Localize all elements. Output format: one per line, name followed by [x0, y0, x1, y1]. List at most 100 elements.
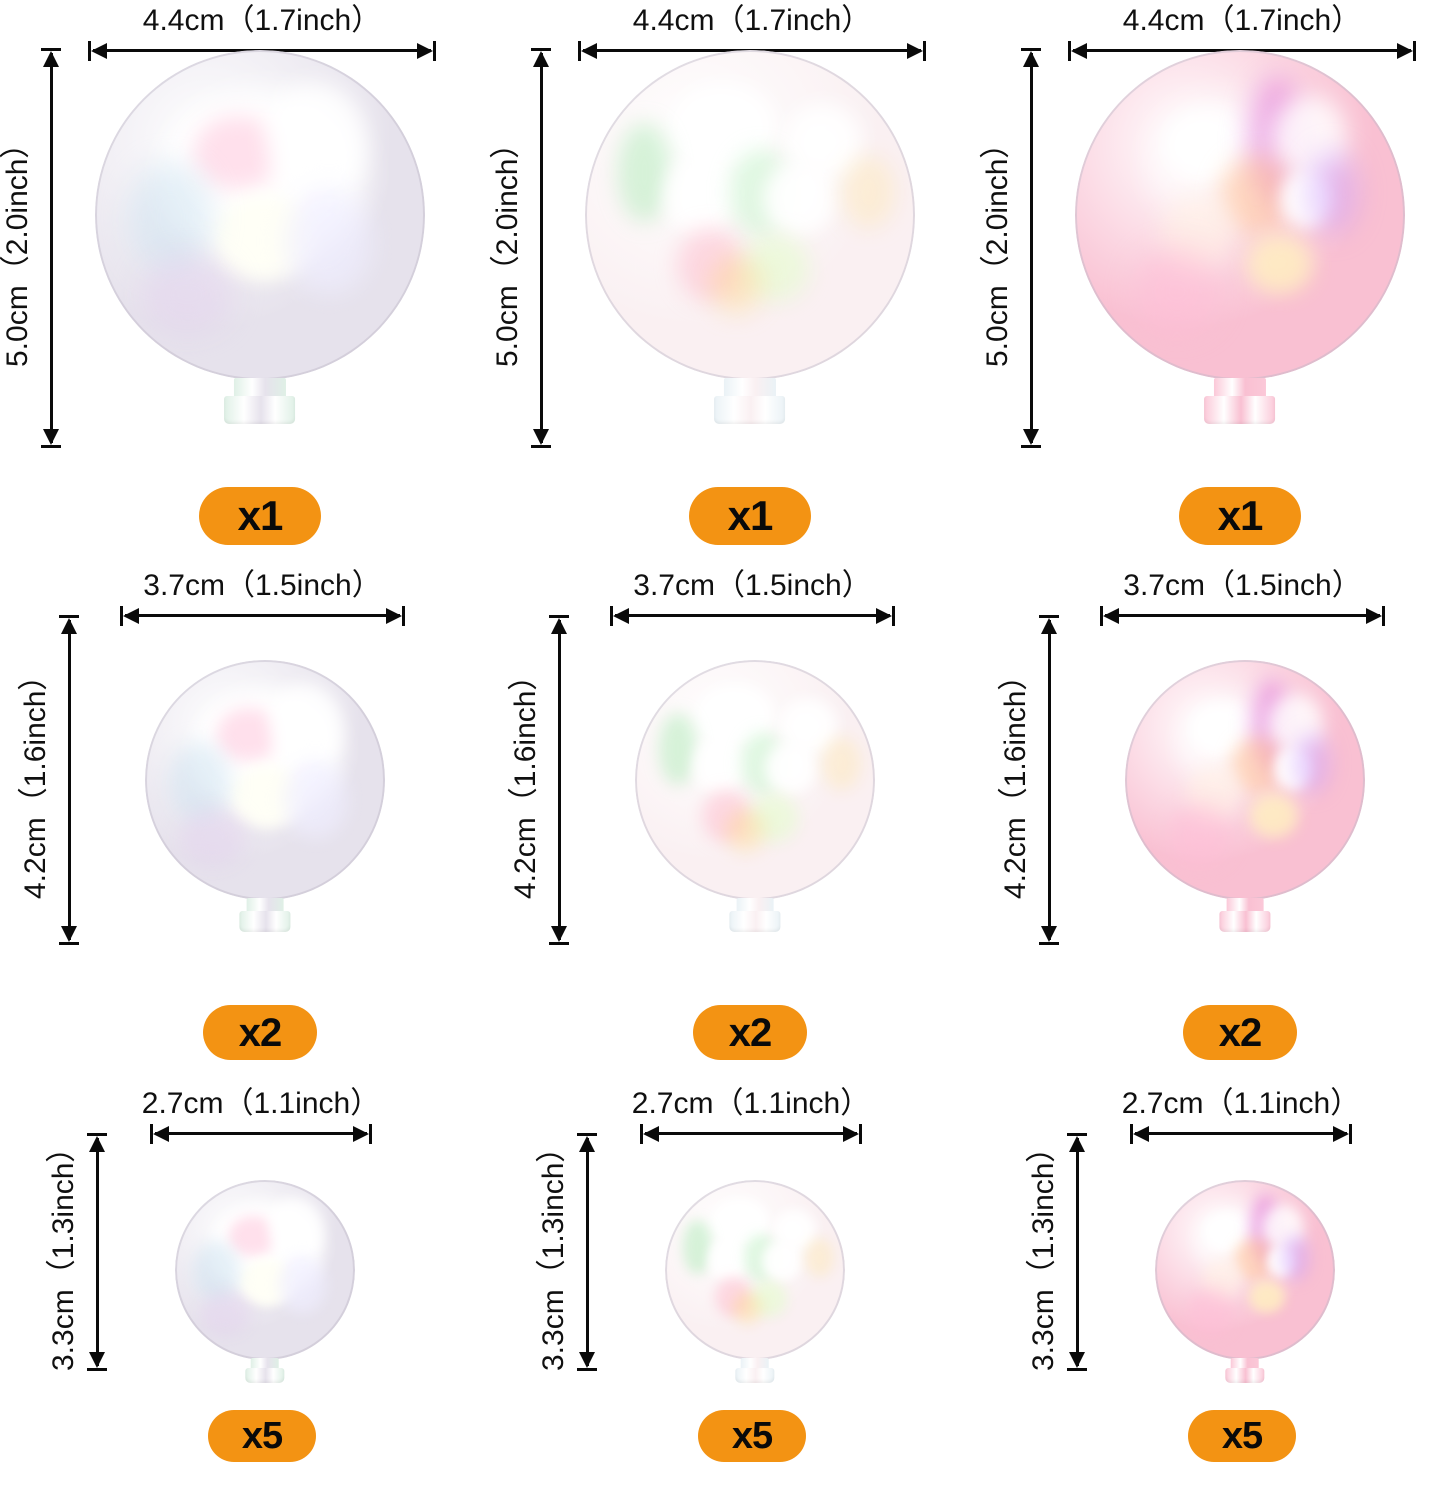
ball-highlight-3 [692, 736, 746, 795]
ball-highlight-7 [715, 1277, 752, 1317]
ball-sphere [665, 1180, 845, 1360]
width-arrow-left-icon [1071, 42, 1087, 59]
width-dimension: 3.7cm（1.5inch） [120, 570, 405, 627]
ball-highlight-1 [217, 708, 280, 761]
width-dimension: 2.7cm（1.1inch） [142, 1088, 380, 1145]
size-chart-cell: 2.7cm（1.1inch） 3.3cm（1.3inch） x5 [0, 1085, 490, 1488]
width-dimension-label: 4.4cm（1.7inch） [142, 4, 382, 37]
ball-highlight-2 [266, 83, 366, 196]
height-tick-bottom [87, 1368, 108, 1371]
ball-neck [1219, 898, 1271, 932]
ball-highlight-5 [1273, 746, 1313, 790]
width-tick-left [150, 1123, 153, 1144]
ball-highlight-6 [1306, 149, 1359, 235]
ball-highlight-0 [711, 1198, 770, 1245]
ball-highlight-7 [702, 789, 751, 843]
ball-cap [239, 911, 291, 932]
ball-highlight-0 [697, 684, 775, 747]
ball-collar [724, 378, 776, 400]
ball-highlight-3 [1269, 693, 1322, 756]
width-dimension-label: 4.4cm（1.7inch） [1122, 4, 1362, 37]
width-tick-right [892, 605, 895, 626]
height-dimension-label: 5.0cm（2.0inch） [1, 128, 34, 368]
ball-cap [1225, 1367, 1265, 1384]
width-dimension-label: 4.4cm（1.7inch） [632, 4, 872, 37]
height-dimension: 4.2cm（1.6inch） [999, 615, 1060, 945]
width-tick-right [1349, 1123, 1352, 1144]
width-tick-left [578, 40, 581, 61]
height-dimension-label: 4.2cm（1.6inch） [509, 660, 542, 900]
height-arrow-down-icon [61, 926, 78, 942]
quantity-badge: x1 [199, 487, 321, 545]
ball-highlight-4 [193, 1241, 240, 1303]
ball-highlight-1 [229, 1216, 276, 1256]
height-tick-bottom [1039, 942, 1060, 945]
quantity-badge: x5 [1188, 1410, 1296, 1462]
ball-rim [95, 50, 425, 380]
size-chart-cell: 3.7cm（1.5inch） 4.2cm（1.6inch） x2 [980, 565, 1445, 1085]
height-dimension-line [1066, 1133, 1088, 1371]
ornament-ball [175, 1180, 355, 1400]
ball-highlight-4 [128, 162, 214, 275]
width-tick-left [88, 40, 91, 61]
size-chart-cell: 4.4cm（1.7inch） 5.0cm（2.0inch） x1 [490, 0, 980, 545]
ball-highlight-6 [200, 1291, 251, 1335]
ball-rim [1075, 50, 1405, 380]
width-arrow-left-icon [643, 1125, 659, 1142]
ball-collar [251, 1358, 279, 1371]
ball-highlight-3 [1273, 96, 1346, 182]
height-arrow-down-icon [1069, 1352, 1086, 1368]
ball-highlight-6 [1293, 732, 1332, 795]
ball-highlight-9 [1187, 1288, 1235, 1335]
ball-cap [1204, 396, 1276, 425]
ball-highlight-5 [1266, 1244, 1296, 1278]
height-arrow-up-icon [1023, 51, 1040, 67]
width-arrow-left-icon [1103, 607, 1119, 624]
width-arrow-right-icon [417, 42, 433, 59]
size-chart-cell: 2.7cm（1.1inch） 3.3cm（1.3inch） x5 [980, 1085, 1445, 1488]
width-arrow-left-icon [91, 42, 107, 59]
width-dimension: 3.7cm（1.5inch） [1100, 570, 1385, 627]
width-arrow-right-icon [386, 607, 402, 624]
width-arrow-right-icon [876, 607, 892, 624]
ball-highlight-2 [659, 712, 698, 785]
ball-highlight-8 [1248, 1280, 1285, 1314]
ball-neck [1225, 1358, 1265, 1384]
size-chart-cell: 4.4cm（1.7inch） 5.0cm（2.0inch） x1 [0, 0, 490, 545]
height-dimension: 3.3cm（1.3inch） [47, 1133, 108, 1371]
ball-neck [245, 1358, 285, 1384]
height-arrow-up-icon [1041, 618, 1058, 634]
ball-neck [1204, 378, 1276, 425]
quantity-badge: x1 [1179, 487, 1301, 545]
width-dimension-label: 2.7cm（1.1inch） [141, 1087, 381, 1120]
ball-cap [224, 396, 296, 425]
ball-highlight-5 [286, 188, 373, 295]
width-tick-left [1068, 40, 1071, 61]
ornament-ball [585, 50, 915, 453]
width-tick-left [120, 605, 123, 626]
ball-sphere [1125, 660, 1365, 900]
ball-highlight-5 [764, 741, 818, 795]
height-tick-top [577, 1133, 598, 1136]
height-arrow-down-icon [43, 429, 60, 445]
width-tick-right [369, 1123, 372, 1144]
ball-highlight-8 [751, 1280, 788, 1317]
width-arrow-right-icon [907, 42, 923, 59]
ball-sphere [175, 1180, 355, 1360]
ball-highlight-6 [842, 155, 896, 229]
height-dimension: 4.2cm（1.6inch） [19, 615, 80, 945]
ball-highlight-9 [733, 1291, 763, 1324]
size-chart-cell: 2.7cm（1.1inch） 3.3cm（1.3inch） x5 [490, 1085, 980, 1488]
ball-highlight-9 [726, 808, 765, 852]
height-dimension-line [1038, 615, 1060, 945]
quantity-badge: x5 [698, 1410, 806, 1462]
width-dimension: 3.7cm（1.5inch） [610, 570, 895, 627]
width-dimension-label: 2.7cm（1.1inch） [1121, 1087, 1361, 1120]
ball-collar [1214, 378, 1266, 400]
width-tick-right [923, 40, 926, 61]
ball-rim [585, 50, 915, 380]
width-dimension-line [1100, 605, 1385, 627]
height-tick-bottom [549, 942, 570, 945]
width-dimension-line [150, 1123, 372, 1145]
ball-highlight-1 [194, 116, 280, 189]
